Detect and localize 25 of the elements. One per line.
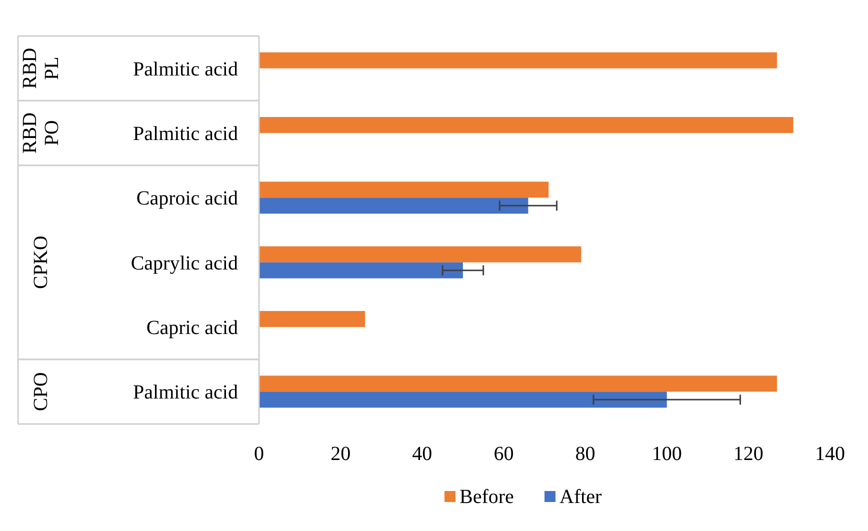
y-tick-label: Caprylic acid [130, 252, 238, 274]
y-tick-label: Caproic acid [136, 188, 238, 210]
x-tick-label: 40 [412, 443, 432, 465]
text: CPKO [30, 236, 52, 290]
text: RBD PL [19, 48, 63, 89]
x-tick-label: 80 [575, 443, 596, 465]
bar [259, 262, 463, 278]
x-tick-label: 60 [494, 443, 514, 465]
y-tick-label: Palmitic acid [133, 382, 238, 404]
x-tick-label: 0 [254, 443, 264, 465]
x-tick-label: 140 [815, 443, 845, 465]
text: CPO [30, 372, 52, 412]
text: RBD PO [19, 112, 63, 154]
bar [259, 182, 549, 198]
legend-label: After [560, 486, 602, 508]
legend-label: Before [460, 486, 514, 508]
y-tick-label: Capric acid [146, 317, 238, 339]
y-tick-label: Palmitic acid [133, 123, 238, 145]
bar [259, 246, 582, 262]
y-tick-label: Palmitic acid [133, 58, 238, 80]
x-tick-label: 20 [330, 443, 351, 465]
bar [259, 198, 528, 214]
x-tick-label: 120 [733, 443, 764, 465]
bar [259, 311, 366, 327]
x-tick-label: 100 [652, 443, 682, 465]
